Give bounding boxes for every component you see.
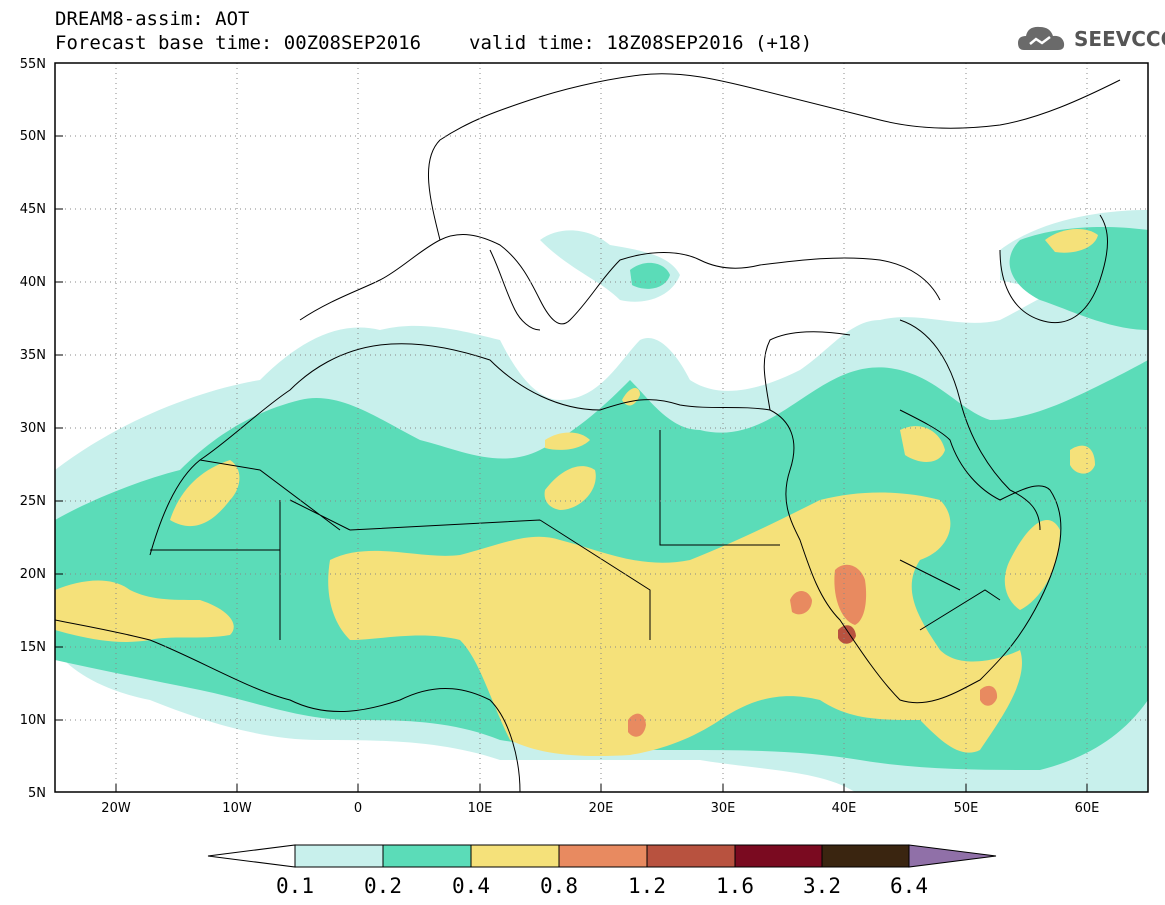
lat-label: 15N [20, 640, 46, 655]
aot-band-0.4-pakistan [1070, 445, 1095, 474]
aot-band-0.2-caspian [1009, 227, 1148, 330]
map-title: DREAM8-assim: AOT [55, 8, 250, 30]
colorbar-label: 0.1 [276, 874, 314, 898]
lon-label: 40E [832, 801, 857, 816]
lat-label: 40N [20, 275, 46, 290]
lat-label: 50N [20, 129, 46, 144]
colorbar-swatch [821, 844, 910, 868]
longitude-labels: 20W 10W 0 10E 20E 30E 40E 50E 60E [101, 801, 1099, 816]
valid-time: valid time: 18Z08SEP2016 (+18) [469, 32, 813, 54]
lat-label: 30N [20, 421, 46, 436]
lat-label: 25N [20, 494, 46, 509]
forecast-time-line: Forecast base time: 00Z08SEP2016 valid ti… [55, 32, 812, 54]
aot-band-0.4-gulf [1004, 520, 1060, 610]
latitude-labels: 5N 10N 15N 20N 25N 30N 35N 40N 45N 50N 5… [20, 57, 46, 801]
colorbar-label: 0.4 [452, 874, 490, 898]
colorbar-over-arrow [908, 844, 997, 868]
colorbar-swatch [382, 844, 472, 868]
colorbar-swatch [470, 844, 560, 868]
forecast-base-time: Forecast base time: 00Z08SEP2016 [55, 32, 422, 54]
colorbar-label: 6.4 [890, 874, 928, 898]
aot-band-0.4-iran [900, 426, 945, 462]
colorbar-swatch [734, 844, 823, 868]
colorbar-labels: 0.1 0.2 0.4 0.8 1.2 1.6 3.2 6.4 [276, 874, 928, 898]
aot-band-0.8-somalia [980, 685, 998, 706]
lon-label: 50E [954, 801, 979, 816]
logo-text: SEEVCCC [1074, 27, 1165, 51]
lon-label: 30E [711, 801, 736, 816]
aot-band-0.8-sudan [790, 591, 812, 615]
lon-label: 0 [354, 801, 362, 816]
lon-label: 20W [101, 801, 131, 816]
colorbar [207, 844, 997, 868]
aot-band-0.4-libya [544, 466, 596, 510]
colorbar-label: 0.8 [540, 874, 578, 898]
colorbar-label: 0.2 [364, 874, 402, 898]
aot-band-0.4-greece [622, 388, 640, 406]
colorbar-under-arrow [207, 844, 296, 868]
aot-field [55, 210, 1148, 792]
aot-band-0.4-sahara-nw [170, 460, 240, 527]
colorbar-label: 1.2 [628, 874, 666, 898]
aot-band-1.2-eritrea [838, 625, 856, 644]
aot-band-0.8-car [628, 713, 646, 737]
colorbar-swatch [294, 844, 384, 868]
colorbar-swatch [558, 844, 648, 868]
lat-label: 45N [20, 202, 46, 217]
lon-label: 20E [589, 801, 614, 816]
colorbar-label: 1.6 [716, 874, 754, 898]
graticule [55, 63, 1148, 792]
cloud-icon [1018, 26, 1065, 50]
lon-label: 10W [222, 801, 252, 816]
lat-label: 35N [20, 348, 46, 363]
lat-label: 55N [20, 57, 46, 72]
coastlines [55, 73, 1121, 792]
lat-label: 20N [20, 567, 46, 582]
lat-label: 10N [20, 713, 46, 728]
axis-ticks [55, 62, 1088, 793]
aot-band-0.8-ethiopia [834, 564, 867, 625]
aot-band-0.4-sahel [328, 492, 1022, 757]
lon-label: 60E [1075, 801, 1100, 816]
lon-label: 10E [468, 801, 493, 816]
aot-band-0.4-tunisia [545, 432, 590, 450]
aot-band-0.4-caspian [1045, 228, 1098, 253]
colorbar-swatch [646, 844, 736, 868]
lat-label: 5N [28, 786, 46, 801]
aot-band-0.4-west [55, 580, 234, 642]
colorbar-label: 3.2 [803, 874, 841, 898]
